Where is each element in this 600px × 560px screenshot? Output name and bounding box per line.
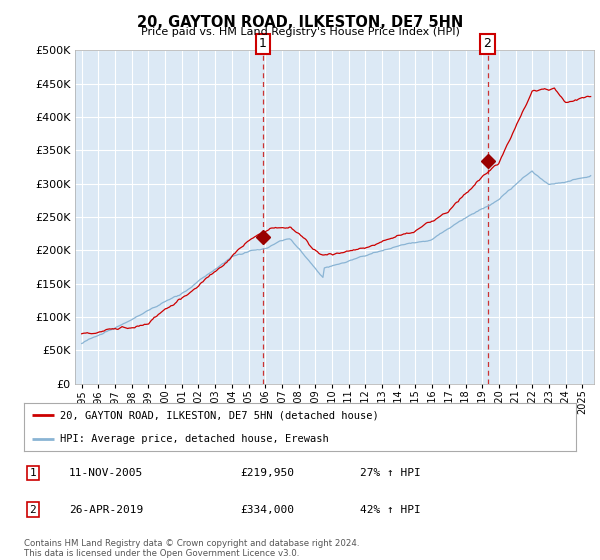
Text: 1: 1 — [259, 38, 267, 50]
Text: 2: 2 — [29, 505, 37, 515]
Text: 11-NOV-2005: 11-NOV-2005 — [69, 468, 143, 478]
Text: Contains HM Land Registry data © Crown copyright and database right 2024.
This d: Contains HM Land Registry data © Crown c… — [24, 539, 359, 558]
Text: 20, GAYTON ROAD, ILKESTON, DE7 5HN: 20, GAYTON ROAD, ILKESTON, DE7 5HN — [137, 15, 463, 30]
Text: HPI: Average price, detached house, Erewash: HPI: Average price, detached house, Erew… — [60, 434, 329, 444]
Text: £334,000: £334,000 — [240, 505, 294, 515]
Text: 42% ↑ HPI: 42% ↑ HPI — [360, 505, 421, 515]
Text: 1: 1 — [29, 468, 37, 478]
Text: 20, GAYTON ROAD, ILKESTON, DE7 5HN (detached house): 20, GAYTON ROAD, ILKESTON, DE7 5HN (deta… — [60, 410, 379, 420]
Text: 27% ↑ HPI: 27% ↑ HPI — [360, 468, 421, 478]
Text: 26-APR-2019: 26-APR-2019 — [69, 505, 143, 515]
Text: Price paid vs. HM Land Registry's House Price Index (HPI): Price paid vs. HM Land Registry's House … — [140, 27, 460, 37]
Text: £219,950: £219,950 — [240, 468, 294, 478]
Text: 2: 2 — [484, 38, 491, 50]
